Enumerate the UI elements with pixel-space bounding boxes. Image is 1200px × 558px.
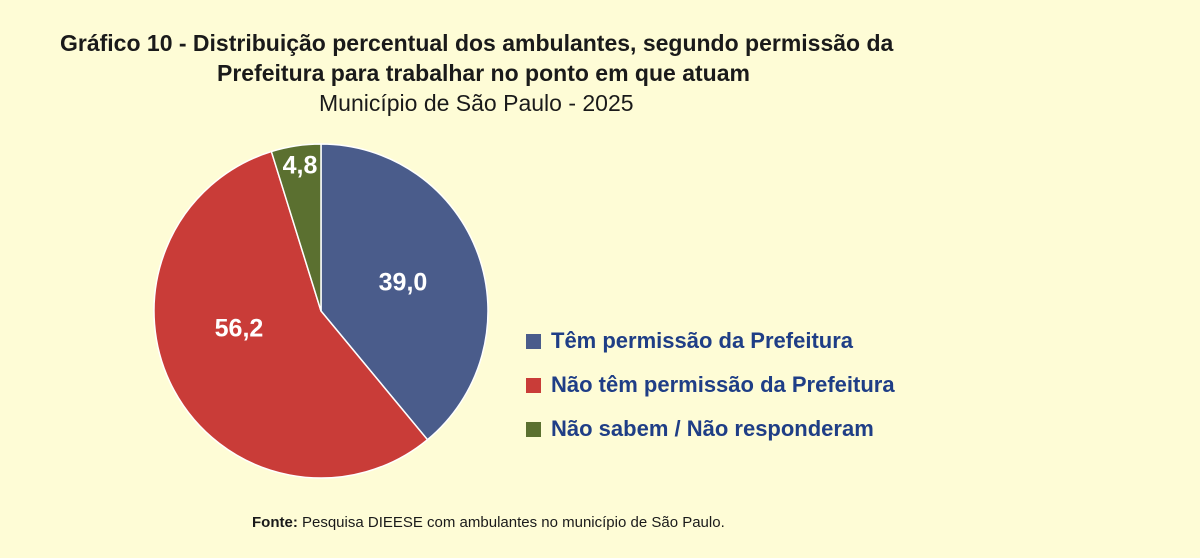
legend-label: Não sabem / Não responderam bbox=[551, 416, 874, 441]
pie-data-label: 56,2 bbox=[215, 315, 264, 343]
pie-slice bbox=[153, 150, 429, 479]
source-label: Fonte: bbox=[252, 514, 298, 531]
chart-subtitle: Município de São Paulo - 2025 bbox=[319, 90, 634, 116]
legend-label: Não têm permissão da Prefeitura bbox=[551, 372, 895, 397]
legend-swatch bbox=[526, 421, 541, 437]
legend-item-com-permissao: Têm permissão da Prefeitura bbox=[526, 319, 895, 363]
source-note: Fonte: Pesquisa DIEESE com ambulantes no… bbox=[252, 514, 725, 531]
legend-label: Têm permissão da Prefeitura bbox=[551, 328, 854, 353]
pie-slice bbox=[320, 143, 489, 441]
chart-legend: Têm permissão da Prefeitura Não têm perm… bbox=[526, 319, 895, 451]
source-text: Pesquisa DIEESE com ambulantes no municí… bbox=[297, 514, 725, 531]
chart-title-line2: Prefeitura para trabalhar no ponto em qu… bbox=[217, 60, 750, 86]
chart-title-line1: Gráfico 10 - Distribuição percentual dos… bbox=[60, 30, 894, 56]
legend-item-nao-sabem: Não sabem / Não responderam bbox=[526, 407, 895, 451]
pie-slice bbox=[270, 143, 322, 312]
legend-swatch bbox=[526, 377, 541, 393]
legend-swatch bbox=[526, 333, 541, 349]
pie-data-label: 4,8 bbox=[283, 152, 318, 180]
legend-item-sem-permissao: Não têm permissão da Prefeitura bbox=[526, 363, 895, 407]
pie-data-label: 39,0 bbox=[379, 269, 428, 297]
